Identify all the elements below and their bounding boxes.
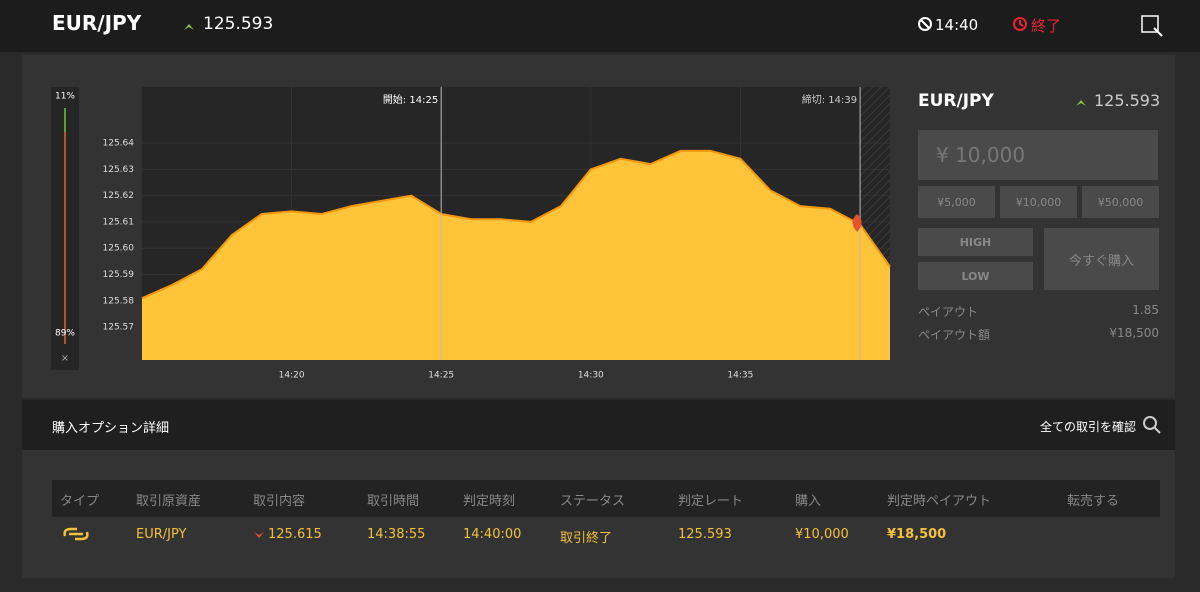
gauge-low-label: 89%	[55, 329, 75, 339]
y-tick-label: 125.63	[103, 165, 135, 175]
gauge-close[interactable]: ×	[61, 353, 69, 364]
table-header-cell: 判定時刻	[463, 494, 516, 509]
all-trades-link[interactable]: 全ての取引を確認	[1039, 420, 1136, 434]
table-header-cell: 判定レート	[678, 494, 744, 509]
pair: EUR/JPY	[52, 11, 142, 35]
table-cell: 14:40:00	[463, 527, 522, 542]
table-cell: ¥10,000	[795, 527, 849, 542]
table-cell: 取引終了	[560, 531, 613, 546]
table-cell: 14:38:55	[367, 527, 426, 542]
gauge-high-label: 11%	[55, 92, 75, 102]
table-header-cell: 購入	[795, 494, 822, 509]
x-tick-label: 14:20	[279, 371, 305, 381]
type-icon	[63, 527, 89, 541]
section-title: 購入オプション詳細	[52, 421, 170, 436]
section-bar	[22, 400, 1175, 450]
timer-icon	[918, 17, 932, 31]
amount-input[interactable]: ¥ 10,000	[918, 130, 1158, 180]
table-header-cell: 取引内容	[253, 494, 306, 509]
window-icon[interactable]	[1140, 14, 1166, 38]
up-icon	[184, 24, 194, 30]
y-tick-label: 125.59	[103, 270, 135, 280]
chart: 11% 89% × 125.57 125.58 125.59 125.60 125.61…	[51, 87, 891, 381]
buy-button[interactable]: 今すぐ購入	[1044, 228, 1159, 290]
area	[142, 150, 890, 360]
table-header-cell: 取引原資産	[136, 494, 202, 509]
rate: 125.593	[203, 14, 274, 34]
history-icon	[1013, 17, 1027, 31]
time: 14:40	[935, 16, 979, 34]
payout: 1.85	[1132, 303, 1159, 317]
down-icon	[254, 532, 264, 538]
trade-marker	[852, 214, 862, 232]
high-button[interactable]: HIGH	[918, 228, 1033, 256]
payout-amount: ¥18,500	[1109, 326, 1159, 340]
table-cell: ¥18,500	[887, 527, 947, 542]
annotation: 締切: 14:39	[802, 93, 857, 106]
table-header-cell: タイプ	[60, 494, 100, 509]
table-cell: 125.615	[268, 527, 322, 542]
table-cell: EUR/JPY	[136, 527, 187, 542]
y-tick-label: 125.60	[103, 244, 135, 254]
y-tick-label: 125.57	[103, 323, 135, 333]
preset-button[interactable]: ¥5,000	[918, 186, 995, 218]
x-tick-label: 14:30	[578, 371, 604, 381]
panel-pair: EUR/JPY	[918, 91, 994, 111]
table-header	[52, 480, 1160, 517]
status[interactable]: 終了	[1031, 17, 1062, 35]
payout-label: ペイアウト	[918, 305, 979, 319]
preset-button[interactable]: ¥50,000	[1082, 186, 1159, 218]
up-icon	[1076, 100, 1086, 106]
x-tick-label: 14:25	[428, 371, 454, 381]
y-tick-label: 125.61	[103, 217, 135, 227]
y-tick-label: 125.62	[103, 191, 135, 201]
search-icon[interactable]	[1141, 414, 1163, 436]
table-header-cell: ステータス	[560, 494, 626, 509]
table-header-cell: 転売する	[1067, 494, 1120, 509]
line	[141, 149, 891, 300]
table-cell: 125.593	[678, 527, 732, 542]
table-header-cell: 取引時間	[367, 494, 420, 509]
low-button[interactable]: LOW	[918, 262, 1033, 290]
panel-rate: 125.593	[1094, 91, 1161, 110]
annotation: 開始: 14:25	[383, 93, 438, 106]
y-tick-label: 125.64	[103, 139, 135, 149]
preset-button[interactable]: ¥10,000	[1000, 186, 1077, 218]
payout-amount-label: ペイアウト額	[918, 328, 991, 342]
table-header-cell: 判定時ペイアウト	[887, 494, 992, 509]
y-tick-label: 125.58	[103, 296, 135, 306]
top-bar	[0, 0, 1200, 52]
x-tick-label: 14:35	[727, 371, 753, 381]
